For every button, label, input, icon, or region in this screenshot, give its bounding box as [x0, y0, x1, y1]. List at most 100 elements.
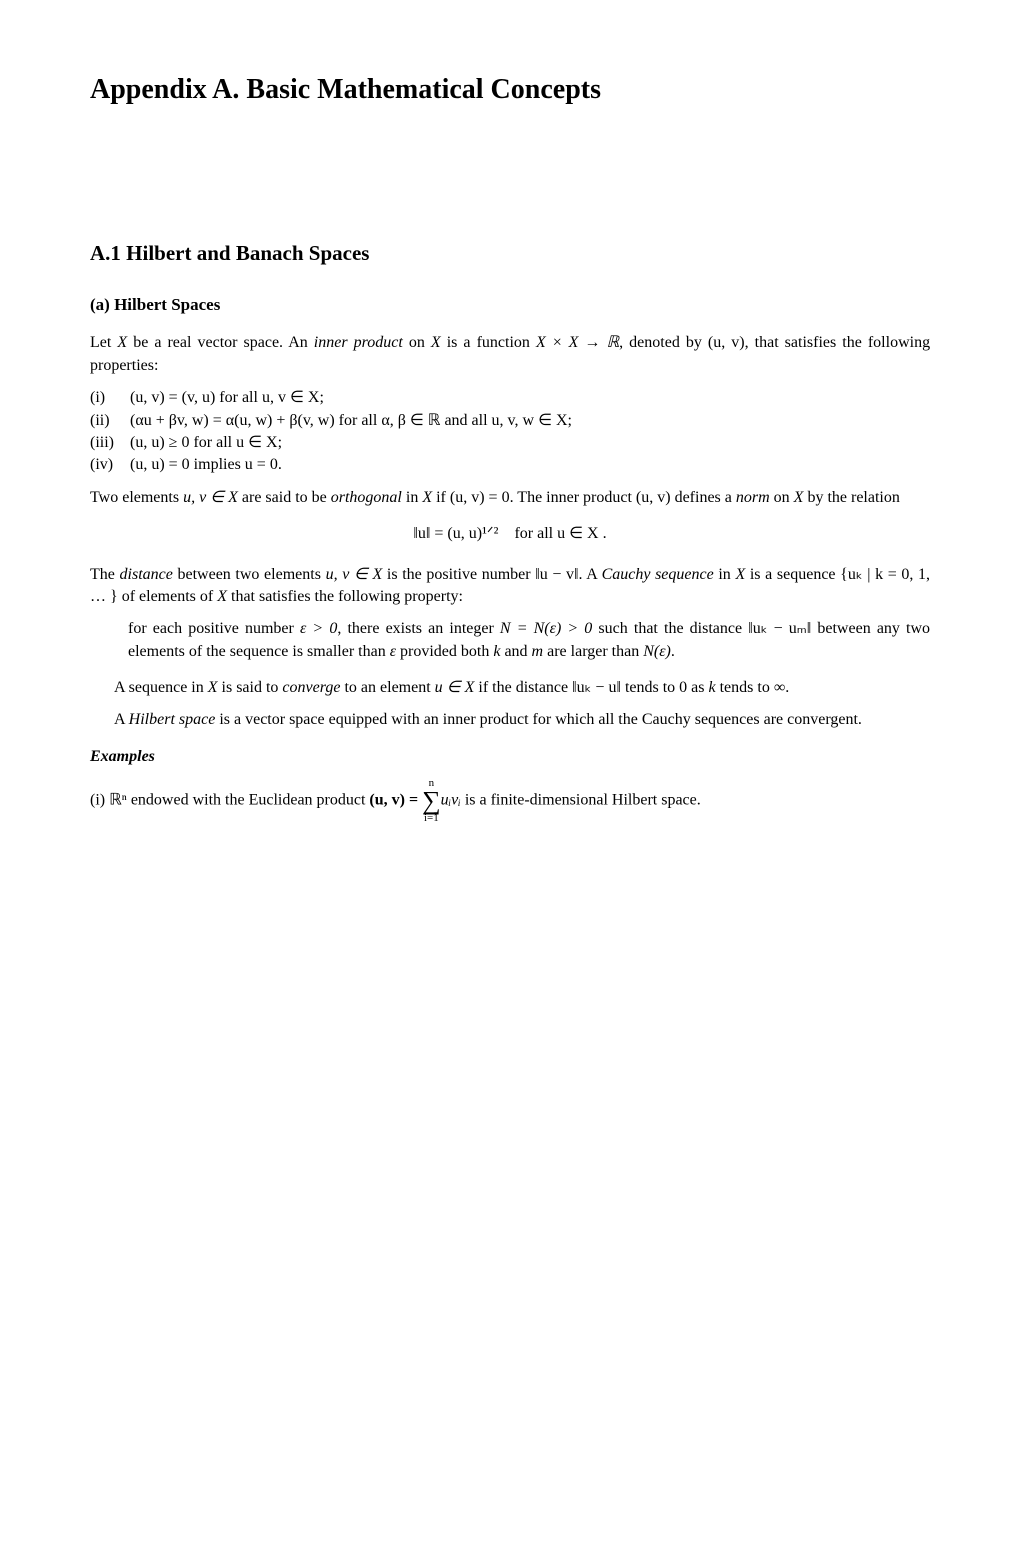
- section-heading: A.1 Hilbert and Banach Spaces: [90, 239, 930, 268]
- text: Let: [90, 334, 117, 351]
- list-marker: (i): [90, 387, 130, 409]
- math: X: [794, 489, 804, 506]
- text: . The inner product: [510, 489, 636, 506]
- text: for each positive number: [128, 620, 300, 637]
- list-body: (u, u) ≥ 0 for all u ∈ X;: [130, 432, 930, 454]
- math: (u, v) = 0: [450, 489, 510, 506]
- text: , denoted by: [619, 334, 708, 351]
- math: m: [532, 643, 544, 660]
- text: be a real vector space. An: [127, 334, 314, 351]
- math: X: [208, 679, 218, 696]
- text: , there exists an integer: [337, 620, 500, 637]
- text: on: [409, 334, 431, 351]
- blockquote: for each positive number ε > 0, there ex…: [128, 618, 930, 663]
- math: u, v ∈ X: [326, 566, 383, 583]
- text: is the positive number: [382, 566, 535, 583]
- text: provided both: [396, 643, 493, 660]
- text: are said to be: [238, 489, 331, 506]
- math: X × X → ℝ: [536, 334, 619, 351]
- text: of elements of: [118, 588, 218, 605]
- term: Hilbert space: [129, 711, 220, 728]
- math: ‖uₖ − uₘ‖: [748, 620, 811, 637]
- math: X: [422, 489, 432, 506]
- math: (u, u) = 0 implies u = 0.: [130, 456, 282, 473]
- paragraph: A sequence in X is said to converge to a…: [90, 677, 930, 699]
- math: X: [117, 334, 127, 351]
- math: ‖u − v‖: [535, 566, 578, 583]
- text: .: [785, 679, 789, 696]
- text: is a function: [441, 334, 536, 351]
- math: u ∈ X: [435, 679, 475, 696]
- math: X: [735, 566, 745, 583]
- text: . A: [579, 566, 602, 583]
- math: ε > 0: [300, 620, 337, 637]
- text: are larger than: [543, 643, 643, 660]
- paragraph: Let X be a real vector space. An inner p…: [90, 332, 930, 377]
- list-marker: (ii): [90, 410, 130, 432]
- text: by the relation: [803, 489, 899, 506]
- display-formula: ‖u‖ = (u, u)¹ᐟ² for all u ∈ X .: [90, 523, 930, 545]
- term: orthogonal: [331, 489, 406, 506]
- text: in: [406, 489, 422, 506]
- page-title: Appendix A. Basic Mathematical Concepts: [90, 70, 930, 109]
- text: is a finite-dimensional Hilbert space.: [461, 792, 701, 809]
- paragraph: Two elements u, v ∈ X are said to be ort…: [90, 487, 930, 509]
- math: ‖uₖ − u‖: [572, 679, 621, 696]
- list-body: (u, v) = (v, u) for all u, v ∈ X;: [130, 387, 930, 409]
- text: is a vector space equipped with an inner…: [219, 711, 862, 728]
- text: is said to: [218, 679, 283, 696]
- math: (u, v) =: [369, 792, 422, 809]
- sigma-symbol: ∑: [422, 789, 441, 812]
- list-item: (ii) (αu + βv, w) = α(u, w) + β(v, w) fo…: [90, 410, 930, 432]
- text: to an element: [344, 679, 434, 696]
- list-marker: (iii): [90, 432, 130, 454]
- math: (u, v) = (v, u) for all u, v ∈ X;: [130, 389, 324, 406]
- text: and: [500, 643, 531, 660]
- paragraph: (i) ℝⁿ endowed with the Euclidean produc…: [90, 778, 930, 823]
- text: endowed with the Euclidean product: [127, 792, 370, 809]
- math: ∞: [774, 679, 785, 696]
- text: if the distance: [474, 679, 572, 696]
- math: u, v ∈ X: [183, 489, 238, 506]
- list-item: (iii) (u, u) ≥ 0 for all u ∈ X;: [90, 432, 930, 454]
- text: is a sequence: [745, 566, 840, 583]
- math: k: [709, 679, 716, 696]
- list-body: (u, u) = 0 implies u = 0.: [130, 454, 930, 476]
- examples-heading: Examples: [90, 746, 930, 768]
- math: (u, v): [708, 334, 745, 351]
- math: N = N(ε) > 0: [500, 620, 592, 637]
- text: (i): [90, 792, 109, 809]
- text: that satisfies the following property:: [227, 588, 463, 605]
- list-item: (iv) (u, u) = 0 implies u = 0.: [90, 454, 930, 476]
- text: in: [718, 566, 735, 583]
- text: such that the distance: [592, 620, 748, 637]
- paragraph: A Hilbert space is a vector space equipp…: [90, 709, 930, 731]
- text: The: [90, 566, 120, 583]
- term: converge: [282, 679, 344, 696]
- text: .: [671, 643, 675, 660]
- list-marker: (iv): [90, 454, 130, 476]
- math: uᵢvᵢ: [441, 792, 461, 809]
- math: (u, u) ≥ 0 for all u ∈ X;: [130, 434, 282, 451]
- summation: n∑i=1: [422, 778, 441, 823]
- text: A sequence in: [114, 679, 208, 696]
- term: inner product: [314, 334, 409, 351]
- math: (u, v): [636, 489, 671, 506]
- list-item: (i) (u, v) = (v, u) for all u, v ∈ X;: [90, 387, 930, 409]
- term: distance: [120, 566, 178, 583]
- math: X: [431, 334, 441, 351]
- list-body: (αu + βv, w) = α(u, w) + β(v, w) for all…: [130, 410, 930, 432]
- text: if: [432, 489, 450, 506]
- math: (αu + βv, w) = α(u, w) + β(v, w) for all…: [130, 412, 572, 429]
- properties-list: (i) (u, v) = (v, u) for all u, v ∈ X; (i…: [90, 387, 930, 477]
- term: Cauchy sequence: [602, 566, 719, 583]
- text: on: [774, 489, 794, 506]
- text: A: [114, 711, 129, 728]
- subsection-heading: (a) Hilbert Spaces: [90, 293, 930, 317]
- text: tends to: [716, 679, 774, 696]
- term: norm: [736, 489, 774, 506]
- text: tends to 0 as: [621, 679, 709, 696]
- sum-lower: i=1: [422, 813, 441, 824]
- math: ℝⁿ: [109, 792, 127, 809]
- paragraph: The distance between two elements u, v ∈…: [90, 564, 930, 609]
